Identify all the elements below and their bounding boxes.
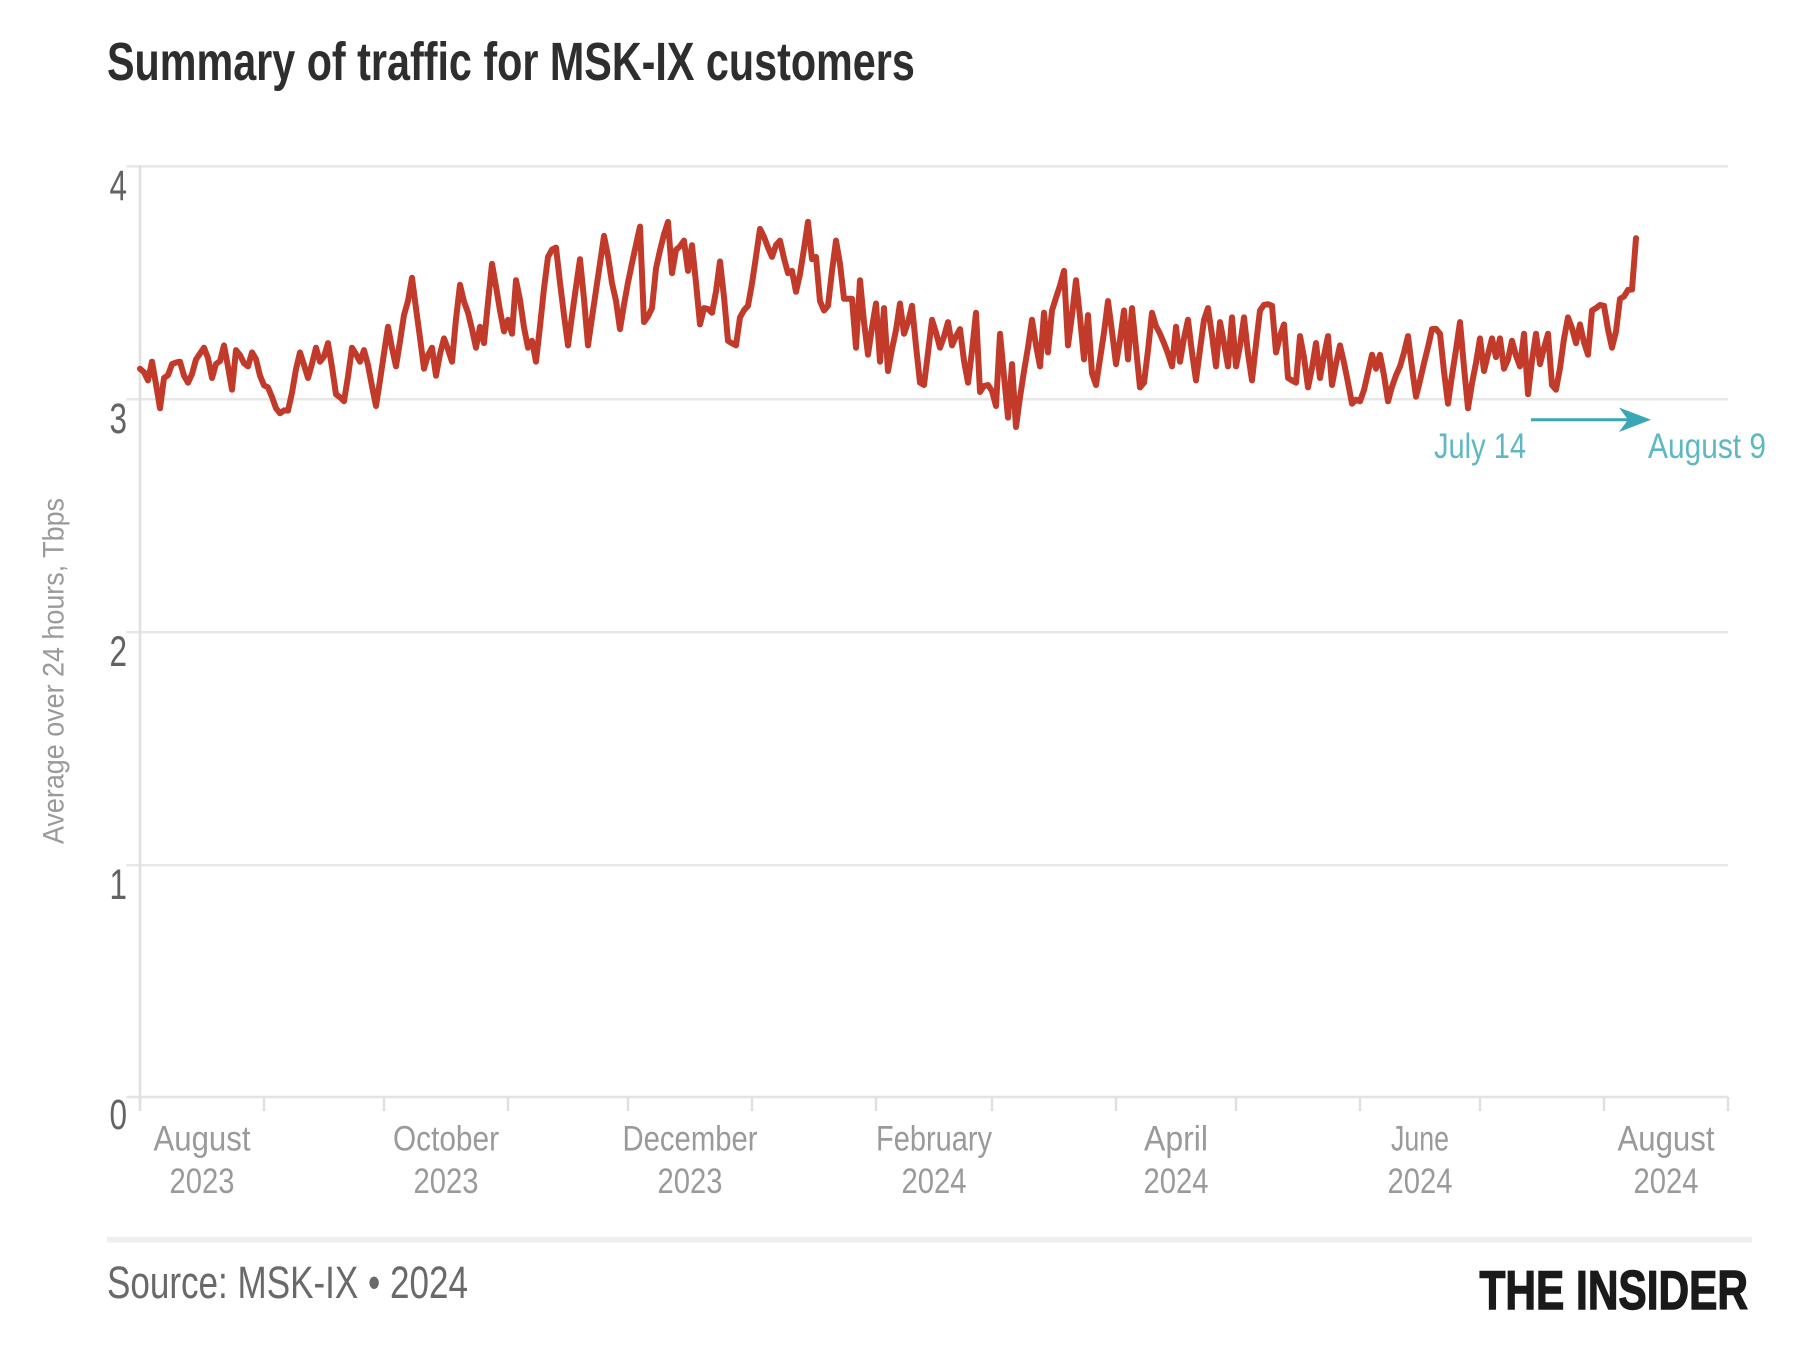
svg-text:3: 3: [110, 395, 128, 443]
svg-text:July 14: July 14: [1434, 427, 1526, 466]
svg-text:December: December: [623, 1119, 758, 1158]
svg-text:Average over 24 hours, Tbps: Average over 24 hours, Tbps: [38, 498, 71, 844]
svg-text:4: 4: [110, 162, 128, 210]
svg-text:2024: 2024: [1388, 1162, 1453, 1201]
svg-text:0: 0: [110, 1091, 128, 1139]
svg-text:2023: 2023: [658, 1162, 723, 1201]
svg-text:August: August: [1618, 1119, 1715, 1158]
svg-text:Summary of traffic for MSK-IX: Summary of traffic for MSK-IX customers: [107, 32, 915, 93]
svg-text:August 9: August 9: [1648, 427, 1766, 466]
svg-text:2023: 2023: [414, 1162, 479, 1201]
svg-text:April: April: [1144, 1119, 1208, 1158]
svg-text:Source: MSK-IX • 2024: Source: MSK-IX • 2024: [107, 1257, 468, 1308]
svg-text:2024: 2024: [1634, 1162, 1699, 1201]
svg-text:2024: 2024: [902, 1162, 967, 1201]
svg-text:2: 2: [110, 628, 128, 676]
svg-text:February: February: [876, 1119, 992, 1158]
svg-text:2024: 2024: [1144, 1162, 1209, 1201]
svg-text:June: June: [1391, 1119, 1449, 1158]
svg-text:October: October: [393, 1119, 499, 1158]
svg-text:1: 1: [110, 861, 128, 909]
svg-text:2023: 2023: [170, 1162, 235, 1201]
svg-text:August: August: [154, 1119, 251, 1158]
svg-text:THE INSIDER: THE INSIDER: [1479, 1261, 1748, 1321]
